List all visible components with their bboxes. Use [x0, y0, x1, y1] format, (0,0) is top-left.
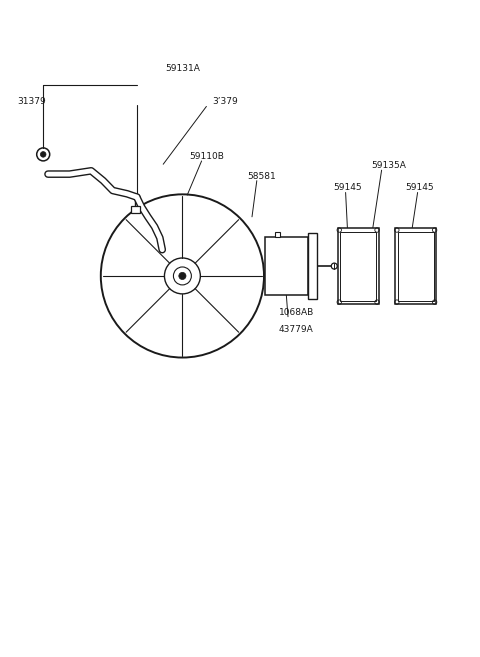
FancyBboxPatch shape [276, 232, 280, 237]
FancyBboxPatch shape [340, 231, 376, 301]
Text: 59131A: 59131A [165, 64, 200, 74]
FancyBboxPatch shape [265, 237, 308, 295]
FancyBboxPatch shape [338, 229, 379, 304]
Text: 59135A: 59135A [372, 161, 406, 170]
Text: 59145: 59145 [334, 183, 362, 193]
Text: 59145: 59145 [406, 183, 434, 193]
Text: 58581: 58581 [247, 171, 276, 181]
FancyBboxPatch shape [131, 206, 140, 213]
FancyBboxPatch shape [308, 233, 317, 300]
Circle shape [40, 152, 46, 157]
Text: 59110B: 59110B [189, 152, 224, 161]
Text: 43779A: 43779A [279, 325, 313, 334]
Text: 1068AB: 1068AB [278, 307, 314, 317]
FancyBboxPatch shape [398, 231, 433, 301]
Text: 31379: 31379 [17, 97, 46, 106]
Text: 3’379: 3’379 [213, 97, 239, 106]
Circle shape [179, 273, 186, 279]
FancyBboxPatch shape [396, 229, 436, 304]
